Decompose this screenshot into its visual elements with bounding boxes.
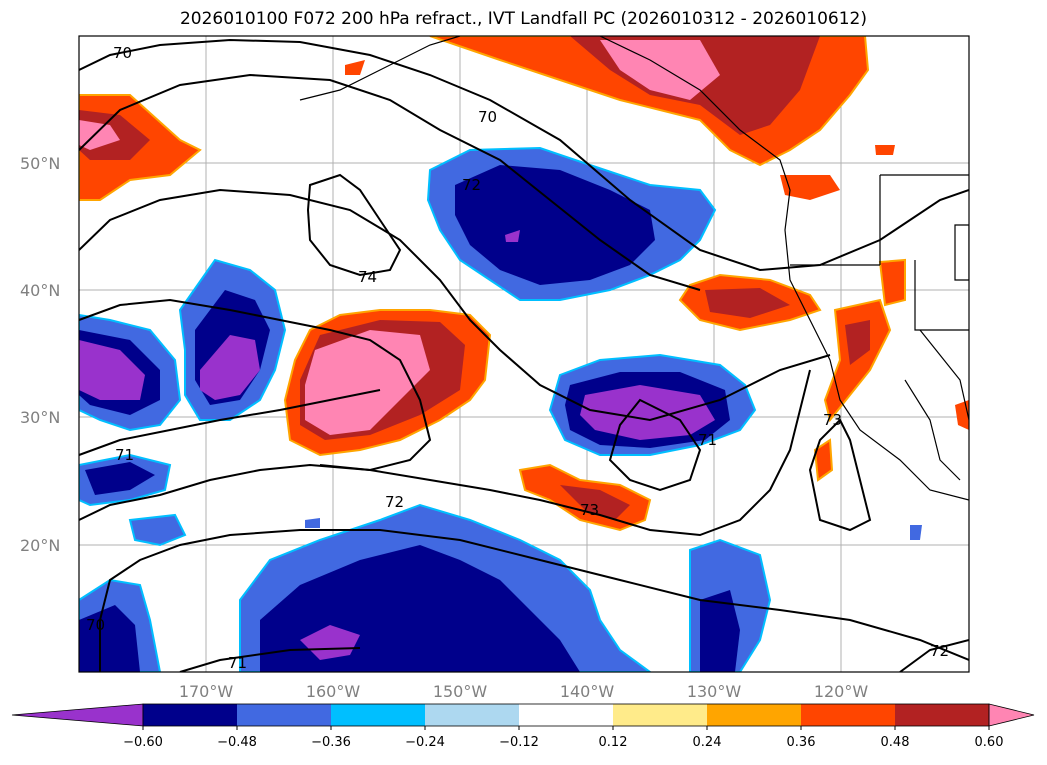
colorbar-tick-label: −0.48 bbox=[217, 735, 257, 750]
colorbar-segment bbox=[331, 704, 426, 726]
contour-label: 70 bbox=[86, 616, 105, 634]
latitude-labels: 50°N 40°N 30°N 20°N bbox=[20, 154, 60, 555]
colorbar-tick-label: −0.60 bbox=[123, 735, 163, 750]
lat-label: 20°N bbox=[20, 536, 60, 555]
colorbar-segment bbox=[801, 704, 896, 726]
lat-label: 30°N bbox=[20, 408, 60, 427]
contour-label: 74 bbox=[358, 268, 377, 286]
colorbar-segment bbox=[895, 704, 990, 726]
contour-label: 70 bbox=[478, 108, 497, 126]
colorbar-extend-max bbox=[988, 703, 1035, 727]
colorbar-tick-label: −0.24 bbox=[405, 735, 445, 750]
lat-label: 40°N bbox=[20, 281, 60, 300]
contour-label: 72 bbox=[930, 642, 949, 660]
lon-label: 120°W bbox=[814, 682, 869, 701]
height-contours bbox=[79, 38, 969, 672]
colorbar-segment bbox=[707, 704, 802, 726]
lon-label: 160°W bbox=[306, 682, 361, 701]
lon-label: 170°W bbox=[179, 682, 234, 701]
positive-shading-east bbox=[518, 258, 969, 532]
colorbar-tick-label: −0.12 bbox=[499, 735, 539, 750]
lat-label: 50°N bbox=[20, 154, 60, 173]
contour-label: 72 bbox=[462, 176, 481, 194]
colorbar-segment bbox=[519, 704, 614, 726]
contour-label: 73 bbox=[580, 501, 599, 519]
colorbar-frame bbox=[142, 703, 990, 727]
colorbar-tick-label: 0.48 bbox=[881, 735, 910, 750]
map-plot-area: 70 70 72 74 71 72 73 71 73 70 71 72 bbox=[79, 36, 969, 672]
negative-shading-north bbox=[426, 146, 717, 301]
contour-labels: 70 70 72 74 71 72 73 71 73 70 71 72 bbox=[86, 44, 949, 672]
colorbar-tick-label: 0.36 bbox=[787, 735, 816, 750]
negative-shading-east bbox=[548, 353, 757, 456]
colorbar-tick-label: 0.24 bbox=[693, 735, 722, 750]
longitude-labels: 170°W 160°W 150°W 140°W 130°W 120°W bbox=[179, 682, 869, 701]
colorbar-segment bbox=[613, 704, 708, 726]
positive-shading-central bbox=[283, 309, 492, 457]
lon-label: 150°W bbox=[433, 682, 488, 701]
contour-label: 71 bbox=[228, 654, 247, 672]
contour-label: 73 bbox=[823, 411, 842, 429]
colorbar-tick-label: −0.36 bbox=[311, 735, 351, 750]
contour-label: 71 bbox=[698, 431, 717, 449]
colorbar-segment bbox=[143, 704, 238, 726]
map-title: 2026010100 F072 200 hPa refract., IVT La… bbox=[179, 9, 867, 29]
contour-label: 71 bbox=[115, 446, 134, 464]
colorbar-tick-label: 0.12 bbox=[599, 735, 628, 750]
negative-shading-west bbox=[79, 258, 287, 507]
lon-label: 130°W bbox=[687, 682, 742, 701]
coastlines bbox=[299, 36, 969, 501]
contour-label: 72 bbox=[385, 493, 404, 511]
contour-label: 70 bbox=[113, 44, 132, 62]
plot-frame bbox=[78, 35, 970, 673]
colorbar-tick-label: 0.60 bbox=[975, 735, 1004, 750]
colorbar-extend-min bbox=[11, 703, 144, 727]
colorbar-segment bbox=[237, 704, 332, 726]
colorbar: −0.60 −0.48 −0.36 −0.24 −0.12 0.12 0.24 0.36 0.4… bbox=[11, 703, 1035, 750]
colorbar-segment bbox=[425, 704, 520, 726]
lon-label: 140°W bbox=[560, 682, 615, 701]
